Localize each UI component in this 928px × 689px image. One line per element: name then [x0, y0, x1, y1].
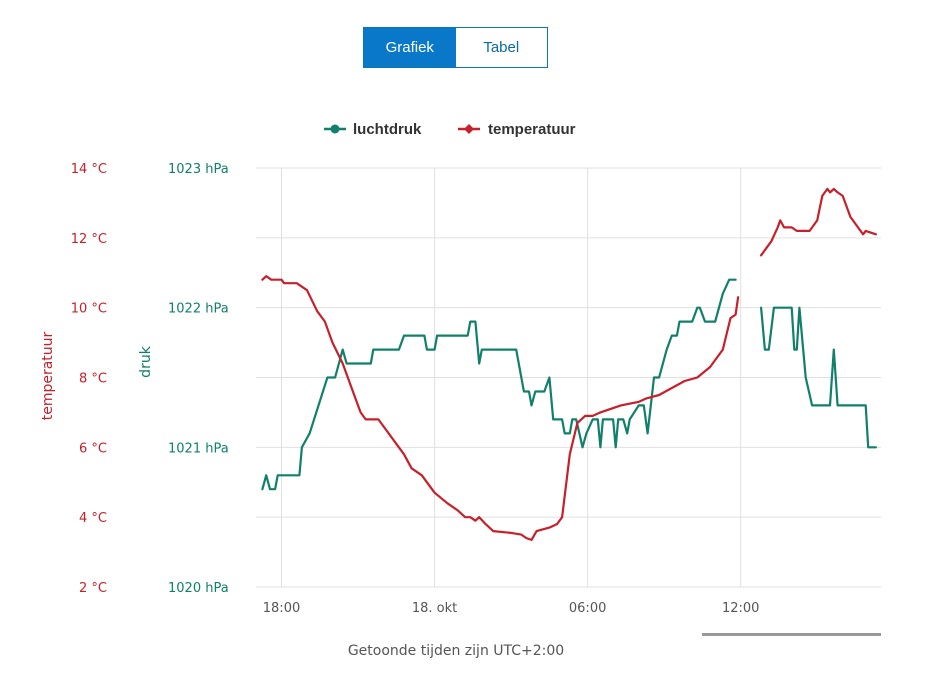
timezone-caption: Getoonde tijden zijn UTC+2:00	[348, 643, 564, 659]
series-lines	[261, 187, 877, 541]
time-axis-ticks: 18:00 18. okt 06:00 12:00	[263, 601, 760, 616]
pressure-tick-label: 1021 hPa	[168, 441, 229, 456]
temperature-tick-label: 4 °C	[79, 511, 107, 526]
temperature-axis-ticks: 2 °C 4 °C 6 °C 8 °C 10 °C 12 °C 14 °C	[71, 162, 107, 596]
time-tick-label: 18. okt	[412, 601, 457, 616]
scroll-indicator[interactable]	[702, 633, 881, 636]
temperature-axis-title: temperatuur	[40, 331, 56, 420]
time-tick-label: 06:00	[569, 601, 606, 616]
temperature-tick-label: 8 °C	[79, 372, 107, 387]
legend-label-pressure: luchtdruk	[353, 121, 422, 138]
temperature-tick-label: 6 °C	[79, 441, 107, 456]
legend-item-temperature[interactable]: temperatuur	[458, 121, 576, 138]
legend-item-pressure[interactable]: luchtdruk	[324, 121, 422, 138]
view-toggle: Grafiek Tabel	[363, 27, 548, 68]
time-tick-label: 12:00	[722, 601, 759, 616]
temperature-tick-label: 2 °C	[79, 581, 107, 596]
grid-lines	[256, 167, 881, 588]
table-view-button[interactable]: Tabel	[455, 28, 547, 67]
series-line-temperature[interactable]	[760, 187, 877, 257]
series-line-temperature[interactable]	[261, 275, 740, 541]
time-tick-label: 18:00	[263, 601, 300, 616]
legend-label-temperature: temperatuur	[488, 121, 576, 138]
pressure-axis-ticks: 1020 hPa 1021 hPa 1022 hPa 1023 hPa	[168, 162, 229, 596]
pressure-tick-label: 1020 hPa	[168, 581, 229, 596]
chart-view-button[interactable]: Grafiek	[364, 28, 456, 67]
temperature-tick-label: 14 °C	[71, 162, 107, 177]
temperature-tick-label: 12 °C	[71, 232, 107, 247]
legend: luchtdruk temperatuur	[324, 121, 576, 138]
pressure-tick-label: 1022 hPa	[168, 302, 229, 317]
series-line-pressure[interactable]	[760, 306, 877, 449]
pressure-tick-label: 1023 hPa	[168, 162, 229, 177]
series-line-pressure[interactable]	[261, 278, 737, 491]
temperature-tick-label: 10 °C	[71, 302, 107, 317]
pressure-axis-title: druk	[138, 345, 154, 378]
